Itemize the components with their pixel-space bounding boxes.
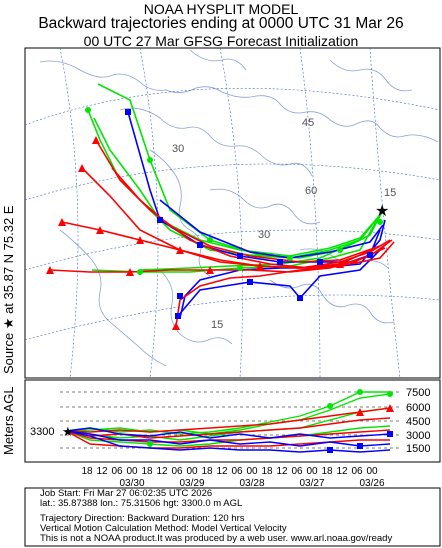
svg-text:03/26: 03/26 [359, 478, 384, 489]
svg-text:18: 18 [141, 466, 153, 477]
vertical-frame [24, 379, 441, 463]
trajectory-markers [46, 107, 383, 330]
height-tick-1500: 1500 [406, 443, 430, 455]
lat-label-b: 45 [302, 117, 314, 129]
svg-text:12: 12 [156, 466, 168, 477]
model-title: NOAA HYSPLIT MODEL [143, 1, 299, 17]
svg-text:12: 12 [96, 466, 108, 477]
svg-text:03/27: 03/27 [299, 478, 324, 489]
source-star-icon: ★ [375, 203, 389, 220]
footer-direction: Trajectory Direction: Backward Duration:… [40, 513, 245, 524]
svg-text:18: 18 [261, 466, 273, 477]
vertical-panel: 7500 6000 4500 3000 1500 3300 [24, 379, 441, 547]
svg-text:00: 00 [306, 466, 318, 477]
vertical-axis-label: Meters AGL [1, 385, 16, 455]
lat-label-f: 15 [384, 187, 396, 199]
svg-text:06: 06 [171, 466, 183, 477]
svg-text:03/30: 03/30 [119, 478, 144, 489]
height-gridlines [60, 391, 400, 449]
footer-job-start: Job Start: Fri Mar 27 06:02:35 UTC 2026 [40, 488, 213, 499]
lat-label-e: 15 [211, 319, 223, 331]
svg-text:12: 12 [336, 466, 348, 477]
height-markers [147, 389, 394, 453]
svg-text:06: 06 [111, 466, 123, 477]
svg-text:18: 18 [81, 466, 93, 477]
map-frame [24, 47, 441, 379]
start-height-label: 3300 [30, 426, 54, 438]
svg-text:06: 06 [291, 466, 303, 477]
footer-coordinates: lat.: 35.87388 lon.: 75.31506 hgt: 3300.… [40, 498, 243, 509]
lat-label-a: 30 [172, 143, 184, 155]
height-tick-7500: 7500 [406, 387, 430, 399]
footer-frame [24, 487, 441, 547]
height-tick-4500: 4500 [406, 416, 430, 428]
svg-text:00: 00 [126, 466, 138, 477]
footer-method: Vertical Motion Calculation Method: Mode… [40, 523, 287, 534]
svg-text:00: 00 [186, 466, 198, 477]
svg-text:06: 06 [231, 466, 243, 477]
svg-text:00: 00 [366, 466, 378, 477]
height-tick-3000: 3000 [406, 430, 430, 442]
coastlines [39, 49, 439, 367]
svg-text:18: 18 [321, 466, 333, 477]
height-tick-labels: 7500 6000 4500 3000 1500 [406, 387, 430, 455]
date-ticks: 03/30 03/29 03/28 03/27 03/26 [119, 478, 384, 489]
map-panel: 30 45 60 30 15 15 [24, 47, 441, 379]
start-star-icon: ★ [62, 424, 74, 439]
svg-text:18: 18 [201, 466, 213, 477]
lat-labels: 30 45 60 30 15 15 [172, 117, 396, 331]
svg-text:03/28: 03/28 [239, 478, 264, 489]
forecast-subtitle: 00 UTC 27 Mar GFSG Forecast Initializati… [83, 33, 359, 49]
time-ticks: 18 12 06 00 18 12 06 00 18 12 06 00 18 1… [81, 466, 378, 477]
svg-text:12: 12 [216, 466, 228, 477]
footer-disclaimer: This is not a NOAA product.It was produc… [40, 533, 393, 544]
lat-label-d: 30 [258, 229, 270, 241]
height-tick-6000: 6000 [406, 402, 430, 414]
height-lines [65, 391, 391, 453]
trajectory-title: Backward trajectories ending at 0000 UTC… [38, 15, 404, 32]
lat-label-c: 60 [305, 185, 317, 197]
svg-text:06: 06 [351, 466, 363, 477]
svg-text:03/29: 03/29 [179, 478, 204, 489]
svg-text:00: 00 [246, 466, 258, 477]
svg-text:12: 12 [276, 466, 288, 477]
